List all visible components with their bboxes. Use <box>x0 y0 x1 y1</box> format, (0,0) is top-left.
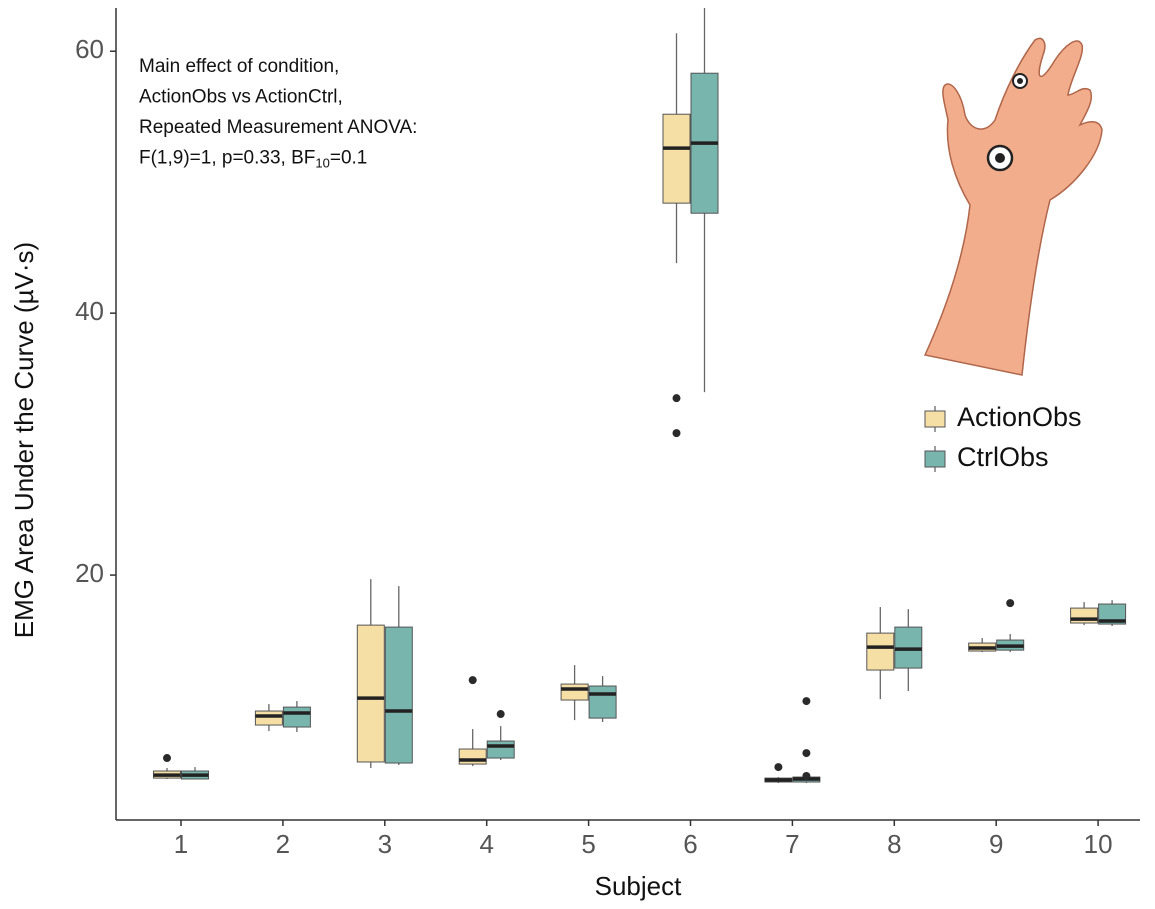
x-axis-title: Subject <box>595 871 682 901</box>
chart: Subject EMG Area Under the Curve (µV·s) … <box>0 0 1155 909</box>
annotation-part: 10 <box>315 156 329 171</box>
box <box>255 711 282 725</box>
electrode-dot <box>995 153 1005 163</box>
x-tick-label: 2 <box>276 829 290 859</box>
outlier <box>163 754 171 762</box>
annotation: ActionObs vs ActionCtrl, <box>139 87 343 108</box>
outlier <box>1006 599 1014 607</box>
hand-illustration <box>925 38 1102 375</box>
hand <box>925 38 1102 375</box>
x-tick-label: 7 <box>785 829 799 859</box>
x-tick-label: 9 <box>989 829 1003 859</box>
x-tick-label: 5 <box>581 829 595 859</box>
x-tick-label: 6 <box>683 829 697 859</box>
annotation: F(1,9)=1, p=0.33, BF10=0.1 <box>139 148 367 171</box>
box <box>663 114 690 203</box>
box <box>357 625 384 762</box>
legend-label: ActionObs <box>957 402 1082 432</box>
x-tick-label: 8 <box>887 829 901 859</box>
outlier <box>802 697 810 705</box>
legend-swatch <box>925 411 945 427</box>
box <box>385 627 412 763</box>
box <box>561 684 588 700</box>
legend-label: CtrlObs <box>957 442 1049 472</box>
outlier <box>673 394 681 402</box>
outlier <box>497 710 505 718</box>
x-tick-label: 10 <box>1084 829 1113 859</box>
annotation: Main effect of condition, <box>139 56 339 77</box>
box <box>867 633 894 670</box>
electrode-dot <box>1017 78 1023 84</box>
x-tick-label: 4 <box>479 829 493 859</box>
box <box>459 749 486 764</box>
outlier <box>774 763 782 771</box>
outlier <box>802 749 810 757</box>
box <box>487 741 514 758</box>
box <box>589 686 616 718</box>
y-axis-title: EMG Area Under the Curve (µV·s) <box>9 242 39 638</box>
outlier <box>802 772 810 780</box>
x-tick-label: 1 <box>174 829 188 859</box>
annotation-part: F(1,9)=1, p=0.33, BF <box>139 148 315 169</box>
outlier <box>469 676 477 684</box>
legend-swatch <box>925 451 945 467</box>
annotation: Repeated Measurement ANOVA: <box>139 117 417 138</box>
x-tick-label: 3 <box>378 829 392 859</box>
y-tick-label: 60 <box>75 34 104 64</box>
outlier <box>673 429 681 437</box>
y-tick-label: 20 <box>75 558 104 588</box>
y-tick-label: 40 <box>75 296 104 326</box>
annotation-part: =0.1 <box>330 148 368 169</box>
box <box>283 707 310 727</box>
